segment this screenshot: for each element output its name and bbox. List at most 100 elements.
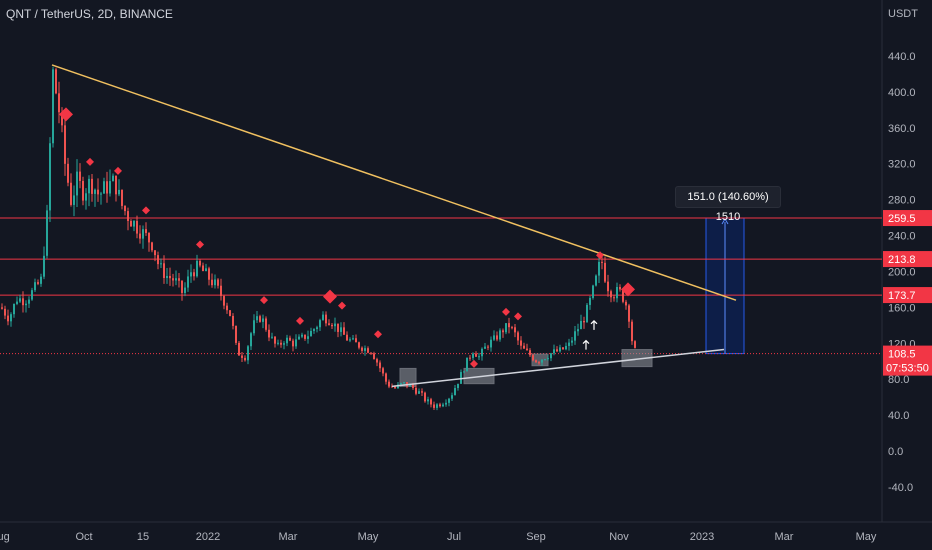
- candle-body: [16, 301, 18, 304]
- sell-signal-marker: [621, 282, 635, 297]
- candle-body: [262, 318, 264, 322]
- candle-body: [250, 333, 252, 347]
- candle-body: [496, 335, 498, 340]
- candle-body: [103, 181, 105, 194]
- candle-body: [64, 125, 66, 164]
- candle-body: [304, 334, 306, 339]
- candle-body: [34, 282, 36, 291]
- candle-body: [418, 391, 420, 394]
- candle-body: [265, 318, 267, 330]
- candle-body: [616, 287, 618, 299]
- candle-body: [430, 399, 432, 405]
- candle-body: [310, 330, 312, 337]
- buy-signal-arrow: [582, 339, 590, 350]
- candle-body: [190, 272, 192, 277]
- candle-body: [241, 355, 243, 358]
- candle-body: [625, 301, 627, 306]
- candle-body: [484, 346, 486, 349]
- candle-body: [175, 278, 177, 281]
- candle-body: [226, 305, 228, 311]
- candle-body: [535, 360, 537, 363]
- candle-body: [514, 327, 516, 333]
- candle-body: [466, 357, 468, 372]
- candle-body: [67, 163, 69, 183]
- candle-body: [367, 348, 369, 353]
- candle-body: [598, 261, 600, 276]
- sell-signal-marker: [470, 359, 478, 368]
- candle-body: [421, 391, 423, 393]
- candle-body: [79, 171, 81, 181]
- x-tick-label: Jul: [447, 531, 461, 543]
- candle-body: [562, 347, 564, 350]
- candle-body: [127, 211, 129, 221]
- x-tick-label: Nov: [609, 531, 629, 543]
- candle-body: [139, 233, 141, 239]
- candle-body: [256, 316, 258, 321]
- sell-signal-marker: [260, 296, 268, 305]
- candle-body: [574, 331, 576, 341]
- candle-body: [343, 327, 345, 335]
- candle-body: [22, 298, 24, 306]
- level-label-box: [883, 287, 932, 304]
- candle-body: [37, 282, 39, 284]
- candle-body: [163, 263, 165, 278]
- candle-body: [25, 303, 27, 306]
- candle-body: [610, 291, 612, 298]
- candle-body: [289, 337, 291, 341]
- x-tick-label: 15: [137, 531, 149, 543]
- candle-body: [151, 242, 153, 251]
- candle-body: [277, 342, 279, 344]
- candle-body: [532, 355, 534, 361]
- candle-body: [328, 323, 330, 325]
- candle-body: [286, 337, 288, 344]
- candle-body: [391, 386, 393, 388]
- candle-body: [133, 220, 135, 227]
- candle-body: [148, 232, 150, 243]
- candle-body: [181, 280, 183, 293]
- candle-body: [361, 347, 363, 351]
- candle-body: [184, 287, 186, 293]
- candle-body: [28, 299, 30, 304]
- candle-body: [544, 359, 546, 361]
- candle-body: [106, 181, 108, 194]
- candle-body: [307, 336, 309, 339]
- candle-body: [433, 404, 435, 408]
- candle-body: [223, 296, 225, 306]
- candle-body: [4, 308, 6, 316]
- support-trendline: [391, 348, 725, 388]
- candle-body: [550, 353, 552, 359]
- x-tick-label: May: [358, 531, 379, 543]
- candle-body: [358, 342, 360, 348]
- candle-body: [469, 357, 471, 359]
- candle-body: [628, 305, 630, 322]
- candle-body: [439, 404, 441, 407]
- measure-label: 151.0 (140.60%) 1510: [675, 186, 781, 223]
- candle-body: [364, 348, 366, 351]
- candle-body: [172, 278, 174, 281]
- candle-body: [91, 178, 93, 194]
- x-tick-label: Oct: [75, 531, 92, 543]
- sell-signal-marker: [596, 251, 604, 260]
- candle-body: [412, 384, 414, 388]
- y-tick-label: 400.0: [888, 87, 916, 99]
- candle-body: [325, 314, 327, 324]
- candle-body: [118, 189, 120, 195]
- candle-body: [298, 336, 300, 340]
- candle-body: [274, 336, 276, 344]
- candle-body: [88, 178, 90, 194]
- candle-body: [502, 330, 504, 333]
- candle-body: [511, 327, 513, 329]
- y-tick-label: 360.0: [888, 123, 916, 135]
- candle-body: [232, 315, 234, 326]
- candle-body: [295, 339, 297, 347]
- candle-body: [490, 339, 492, 348]
- candle-body: [97, 189, 99, 195]
- candle-body: [631, 321, 633, 342]
- x-tick-label: Mar: [775, 531, 794, 543]
- countdown-label: 07:53:50: [886, 363, 929, 375]
- candle-body: [373, 353, 375, 360]
- candle-body: [169, 275, 171, 279]
- candle-body: [445, 402, 447, 405]
- last-price-box: [883, 345, 932, 376]
